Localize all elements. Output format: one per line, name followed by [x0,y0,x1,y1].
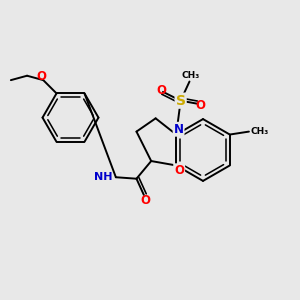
Text: O: O [37,70,47,83]
Text: NH: NH [94,172,112,182]
Text: O: O [174,164,184,177]
Text: CH₃: CH₃ [250,127,268,136]
Text: O: O [157,84,166,97]
Text: CH₃: CH₃ [182,70,200,80]
Text: N: N [174,123,184,136]
Text: O: O [195,99,206,112]
Text: O: O [140,194,150,207]
Text: S: S [176,94,186,108]
